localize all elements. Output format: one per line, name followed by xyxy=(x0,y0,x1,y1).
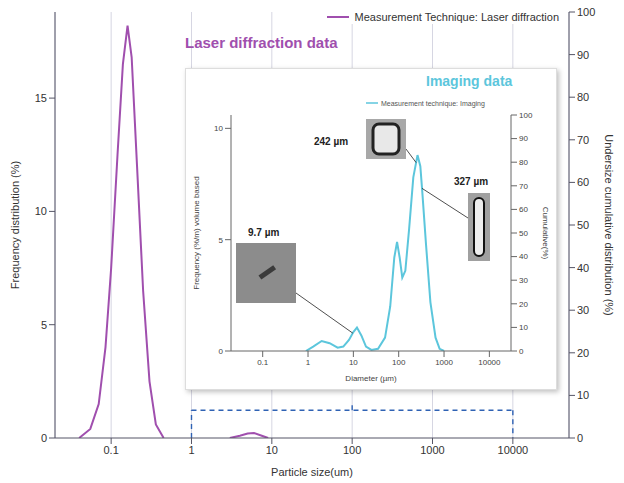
svg-text:Undersize cumulative distribut: Undersize cumulative distribution (%) xyxy=(603,134,615,316)
svg-text:100: 100 xyxy=(392,358,406,367)
html-text:Imaging data: Imaging data xyxy=(426,73,513,89)
svg-text:0.1: 0.1 xyxy=(104,444,119,456)
svg-text:0: 0 xyxy=(519,347,524,356)
svg-text:80: 80 xyxy=(519,158,528,167)
svg-text:5: 5 xyxy=(219,236,224,245)
svg-text:30: 30 xyxy=(577,304,589,316)
svg-text:1: 1 xyxy=(188,444,194,456)
svg-text:100: 100 xyxy=(577,6,595,18)
svg-text:Measurement technique: Imaging: Measurement technique: Imaging xyxy=(381,100,485,108)
svg-text:5: 5 xyxy=(41,319,47,331)
svg-text:60: 60 xyxy=(519,205,528,214)
svg-text:10: 10 xyxy=(349,358,358,367)
svg-text:242 µm: 242 µm xyxy=(314,136,348,147)
svg-text:10: 10 xyxy=(266,444,278,456)
html-text:Laser diffraction data: Laser diffraction data xyxy=(185,34,338,51)
svg-text:Frequency distribution (%): Frequency distribution (%) xyxy=(9,161,21,289)
svg-text:30: 30 xyxy=(519,276,528,285)
svg-text:Cumulative(%): Cumulative(%) xyxy=(541,207,550,260)
svg-text:Diameter (µm): Diameter (µm) xyxy=(345,374,397,383)
svg-text:327 µm: 327 µm xyxy=(454,176,488,187)
svg-text:50: 50 xyxy=(577,219,589,231)
svg-text:50: 50 xyxy=(519,229,528,238)
svg-text:10000: 10000 xyxy=(478,358,501,367)
svg-text:10000: 10000 xyxy=(498,444,529,456)
svg-text:Particle size(um): Particle size(um) xyxy=(271,466,353,478)
svg-text:0: 0 xyxy=(577,432,583,444)
svg-text:20: 20 xyxy=(519,300,528,309)
svg-text:1000: 1000 xyxy=(435,358,453,367)
svg-text:40: 40 xyxy=(519,252,528,261)
svg-text:1: 1 xyxy=(306,358,311,367)
svg-text:0.1: 0.1 xyxy=(257,358,269,367)
svg-text:70: 70 xyxy=(577,134,589,146)
svg-text:20: 20 xyxy=(577,347,589,359)
svg-text:0: 0 xyxy=(219,347,224,356)
svg-text:60: 60 xyxy=(577,176,589,188)
svg-text:10: 10 xyxy=(577,389,589,401)
svg-text:Frequency (%/m) volume based: Frequency (%/m) volume based xyxy=(192,176,201,289)
svg-text:9.7 µm: 9.7 µm xyxy=(248,227,279,238)
svg-text:80: 80 xyxy=(577,91,589,103)
svg-text:10: 10 xyxy=(214,124,223,133)
svg-text:100: 100 xyxy=(343,444,361,456)
svg-text:10: 10 xyxy=(35,205,47,217)
svg-text:90: 90 xyxy=(577,49,589,61)
svg-text:0: 0 xyxy=(41,432,47,444)
svg-text:70: 70 xyxy=(519,182,528,191)
svg-text:40: 40 xyxy=(577,262,589,274)
svg-text:90: 90 xyxy=(519,134,528,143)
svg-text:10: 10 xyxy=(519,323,528,332)
svg-text:100: 100 xyxy=(519,111,533,120)
html-text:Measurement Technique: Laser d: Measurement Technique: Laser diffraction xyxy=(354,11,559,23)
svg-text:1000: 1000 xyxy=(420,444,444,456)
svg-text:15: 15 xyxy=(35,92,47,104)
